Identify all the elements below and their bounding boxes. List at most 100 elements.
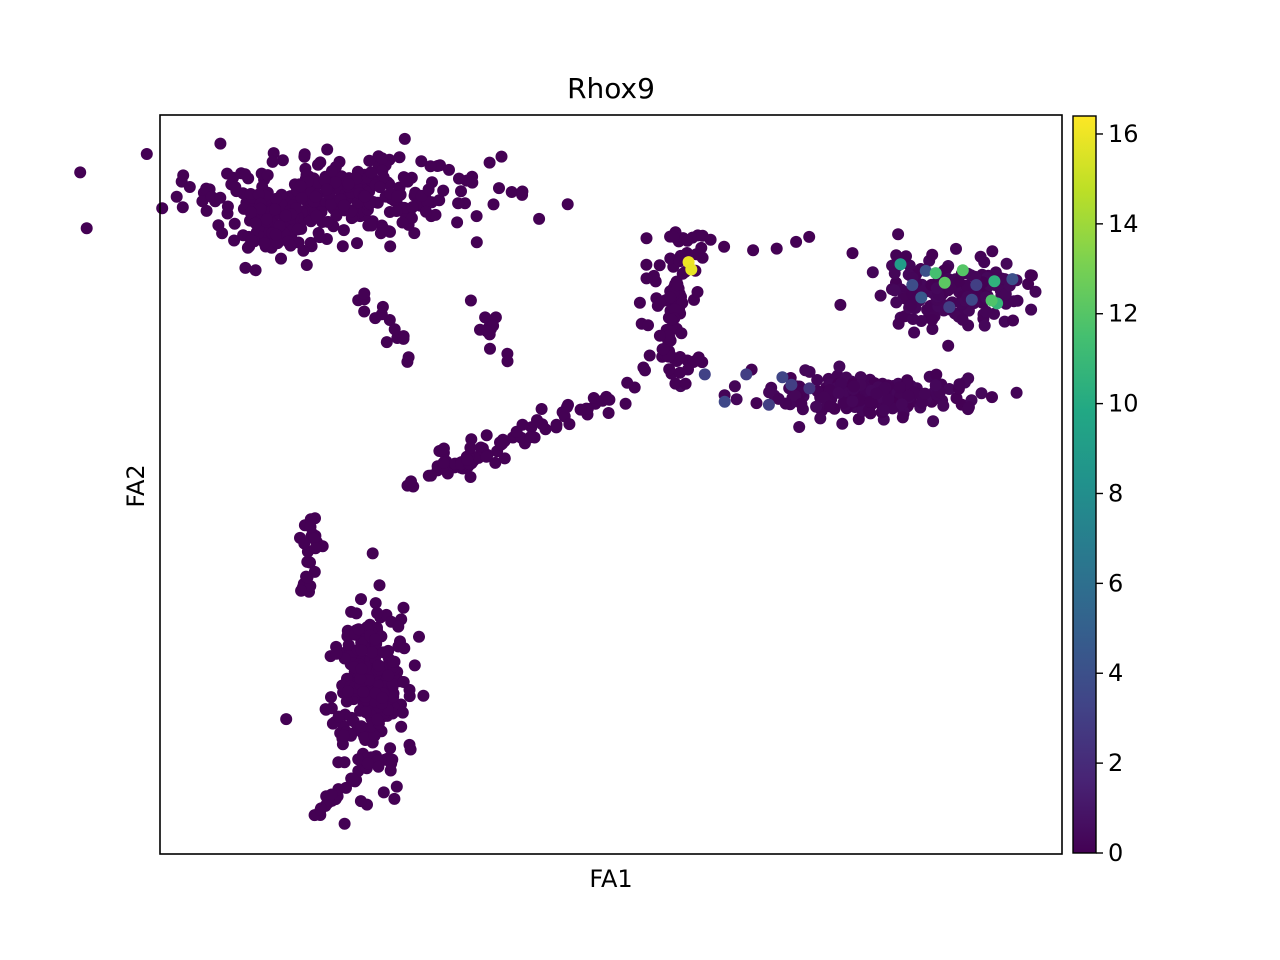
data-point (907, 313, 919, 325)
data-point (355, 720, 368, 733)
data-point (893, 381, 906, 394)
data-point (464, 441, 477, 454)
data-point (962, 401, 975, 414)
data-point (332, 756, 345, 769)
data-point (785, 378, 798, 391)
data-point (730, 393, 743, 406)
data-point (481, 325, 494, 338)
data-point (814, 412, 827, 425)
data-point (890, 249, 903, 262)
data-point (970, 279, 983, 291)
data-point (870, 387, 883, 400)
data-point (531, 414, 543, 427)
data-point (895, 398, 908, 411)
data-point (740, 368, 753, 381)
data-point (978, 319, 991, 332)
data-point (772, 392, 785, 405)
data-point (927, 415, 940, 428)
data-point (665, 313, 678, 326)
data-point (864, 395, 877, 408)
data-point (443, 163, 455, 176)
data-point (950, 242, 962, 255)
data-point (269, 203, 281, 216)
data-point (405, 475, 417, 488)
data-point (882, 393, 895, 406)
data-point (524, 431, 537, 444)
data-point (621, 376, 634, 389)
data-point (295, 192, 308, 205)
data-point (653, 329, 666, 342)
data-point (363, 154, 376, 167)
data-point (493, 182, 505, 195)
data-point (351, 237, 363, 250)
data-point (258, 237, 271, 250)
data-point (140, 148, 153, 160)
data-point (318, 174, 331, 187)
data-point (359, 706, 372, 719)
data-point (479, 311, 492, 324)
data-point (321, 143, 334, 156)
data-point (937, 399, 950, 412)
colorbar (1073, 116, 1096, 853)
data-point (496, 437, 509, 450)
data-point (249, 217, 262, 230)
data-point (266, 155, 279, 168)
data-point (989, 266, 1002, 279)
data-point (358, 305, 371, 318)
data-point (675, 327, 688, 340)
data-point (533, 212, 546, 225)
data-point (325, 702, 338, 715)
data-point (279, 209, 292, 222)
data-point (401, 355, 414, 368)
data-point (902, 389, 915, 402)
data-point (364, 218, 377, 231)
data-point (374, 227, 387, 240)
data-point (668, 303, 681, 316)
data-point (336, 240, 349, 253)
data-point (183, 181, 196, 193)
data-point (325, 198, 337, 211)
data-point (308, 532, 321, 545)
data-point (437, 456, 450, 469)
data-point (330, 647, 343, 660)
data-point (340, 695, 353, 708)
data-point (642, 319, 654, 332)
data-point (915, 291, 928, 304)
data-point (254, 202, 267, 215)
data-point (372, 659, 385, 672)
data-point (371, 607, 384, 620)
data-point (892, 228, 905, 241)
data-point (304, 520, 317, 533)
data-point (177, 169, 190, 182)
data-point (495, 150, 508, 163)
data-point (393, 151, 406, 164)
data-point (1000, 257, 1013, 270)
data-point (643, 349, 656, 362)
data-point (303, 555, 315, 568)
data-point (466, 176, 479, 189)
data-point (376, 691, 389, 704)
data-point (718, 240, 731, 253)
data-point (396, 216, 409, 229)
data-point (74, 166, 87, 179)
data-point (975, 387, 988, 400)
data-point (424, 160, 437, 173)
data-point (483, 156, 496, 169)
data-point (366, 646, 379, 659)
data-point (386, 753, 399, 766)
data-point (276, 154, 289, 167)
data-point (962, 372, 975, 385)
data-point (260, 213, 273, 226)
data-point (640, 272, 653, 285)
data-point (337, 729, 350, 742)
data-point (398, 132, 411, 145)
data-point (1007, 314, 1019, 327)
data-point (1008, 295, 1020, 308)
data-point (633, 296, 646, 309)
data-point (322, 215, 334, 228)
data-point (391, 190, 404, 203)
data-point (846, 247, 859, 260)
data-point (221, 200, 234, 213)
data-point (392, 620, 405, 633)
